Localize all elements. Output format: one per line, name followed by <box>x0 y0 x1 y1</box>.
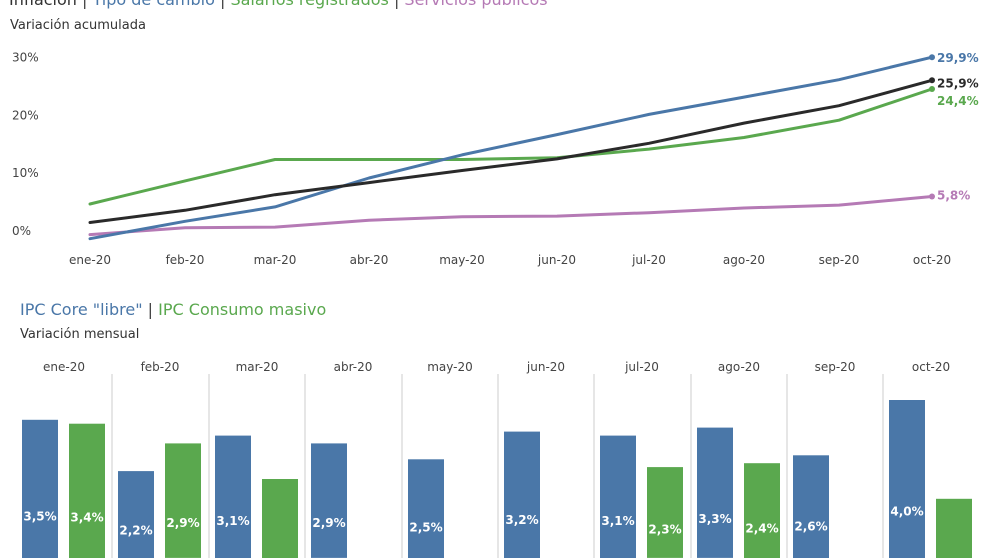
x-tick-label: feb-20 <box>166 253 205 267</box>
series-end-point <box>929 193 935 200</box>
series-end-point <box>929 86 935 92</box>
bar-value-label: 3,2% <box>505 513 538 527</box>
bar-value-label: 3,1% <box>601 514 634 528</box>
bar-category-label: may-20 <box>427 360 473 374</box>
top-title-part: Tipo de cambio <box>92 0 214 9</box>
x-tick-label: sep-20 <box>819 253 860 267</box>
end-value-label: 25,9% <box>937 76 979 90</box>
bar <box>311 443 347 558</box>
title-separator: | <box>215 0 231 9</box>
bar-value-label: 2,9% <box>166 516 199 530</box>
bar <box>889 400 925 558</box>
bar-value-label: 4,0% <box>890 504 923 518</box>
top-title-part: Inflación <box>9 0 77 9</box>
bar-value-label: 2,3% <box>648 523 681 537</box>
top-title-part: Servicios públicos <box>404 0 547 9</box>
bar <box>165 443 201 558</box>
end-value-label: 24,4% <box>937 94 979 108</box>
bar <box>697 427 733 558</box>
top-title-part: Salarios registrados <box>230 0 388 9</box>
bar-category-label: abr-20 <box>334 360 373 374</box>
x-tick-label: mar-20 <box>254 253 297 267</box>
bar-value-label: 2,6% <box>794 519 827 533</box>
bar <box>793 455 829 558</box>
bar <box>69 423 105 558</box>
series-line <box>88 195 934 237</box>
end-value-label: 29,9% <box>937 51 979 65</box>
bar <box>504 431 540 558</box>
bar-category-label: jul-20 <box>624 360 659 374</box>
bar <box>647 467 683 558</box>
top-chart-subtitle: Variación acumulada <box>10 18 146 33</box>
bar <box>936 498 972 558</box>
x-tick-label: ene-20 <box>69 253 111 267</box>
title-separator: | <box>142 300 159 319</box>
bar-value-label: 2,5% <box>409 520 442 534</box>
bar <box>22 419 58 558</box>
title-separator: | <box>77 0 93 9</box>
series-end-point <box>929 54 935 61</box>
bar-category-label: ene-20 <box>43 360 85 374</box>
title-separator: | <box>389 0 405 9</box>
bottom-title-part: IPC Core "libre" <box>20 300 143 319</box>
bottom-title-part: IPC Consumo masivo <box>158 300 327 319</box>
bar <box>262 479 298 558</box>
y-tick-label: 10% <box>12 166 39 180</box>
series-line <box>88 87 934 206</box>
bar-value-label: 2,9% <box>312 516 345 530</box>
bar <box>600 435 636 558</box>
series-end-point <box>929 77 935 84</box>
y-tick-label: 0% <box>12 224 31 238</box>
bar-value-label: 3,5% <box>23 510 56 524</box>
bar-value-label: 3,3% <box>698 512 731 526</box>
bar-value-label: 3,1% <box>216 514 249 528</box>
bar <box>408 459 444 558</box>
y-tick-label: 20% <box>12 108 39 122</box>
bar-category-label: jun-20 <box>526 360 565 374</box>
x-tick-label: abr-20 <box>350 253 389 267</box>
top-chart-title: Inflación | Tipo de cambio | Salarios re… <box>9 0 548 9</box>
bottom-chart-title: IPC Core "libre" | IPC Consumo masivo <box>20 300 326 319</box>
end-value-label: 5,8% <box>937 189 970 203</box>
x-tick-label: ago-20 <box>723 253 765 267</box>
x-tick-label: may-20 <box>439 253 485 267</box>
bar-category-label: oct-20 <box>912 360 950 374</box>
bar-value-label: 3,4% <box>70 511 103 525</box>
bar-category-label: ago-20 <box>718 360 760 374</box>
bar-category-label: feb-20 <box>141 360 180 374</box>
x-tick-label: oct-20 <box>913 253 951 267</box>
bottom-chart-subtitle: Variación mensual <box>20 327 140 342</box>
bar-value-label: 2,2% <box>119 524 152 538</box>
bar <box>215 435 251 558</box>
bar <box>744 463 780 558</box>
bar-category-label: mar-20 <box>236 360 279 374</box>
x-tick-label: jul-20 <box>631 253 666 267</box>
y-tick-label: 30% <box>12 51 39 65</box>
x-tick-label: jun-20 <box>537 253 576 267</box>
bar-category-label: sep-20 <box>815 360 856 374</box>
bar <box>118 471 154 558</box>
bar-value-label: 2,4% <box>745 521 778 535</box>
series-line <box>88 55 934 241</box>
series-line <box>88 78 934 224</box>
